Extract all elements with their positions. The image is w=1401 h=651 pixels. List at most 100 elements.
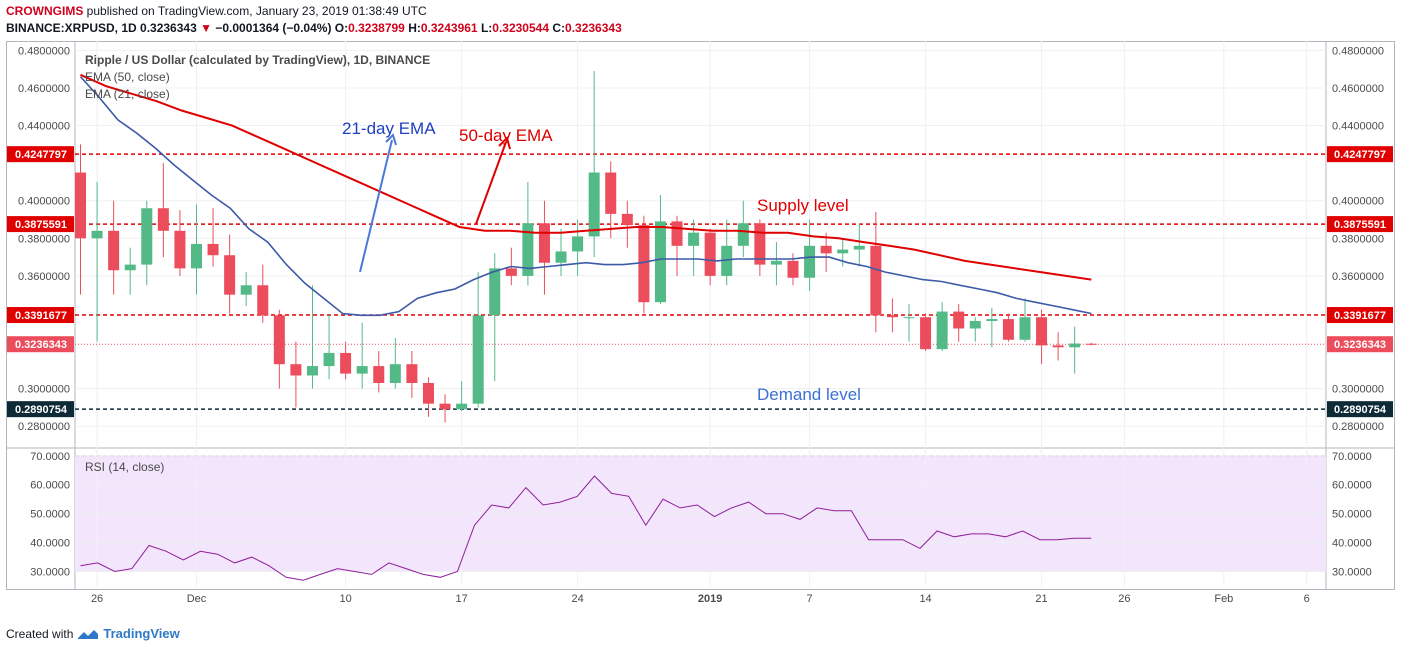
rsi-tick-right: 40.0000 [1332,538,1372,550]
candle-body [770,260,782,265]
candle [356,322,368,389]
candle [489,253,501,382]
rsi-tick-right: 30.0000 [1332,567,1372,579]
rsi-tick-left: 70.0000 [30,451,70,463]
candle-body [886,315,898,318]
candle [340,341,352,380]
candle [75,144,86,295]
candle [306,285,318,389]
rsi-legend: RSI (14, close) [85,460,164,474]
candles [75,71,1097,423]
candle-body [1085,343,1097,345]
time-tick: 17 [455,593,467,605]
candle [290,341,302,408]
price-tick-left: 0.4600000 [18,83,70,95]
time-tick: Feb [1214,593,1233,605]
candle [721,219,733,286]
candle [439,394,451,423]
candle-body [737,223,749,246]
ema50-arrowhead [498,136,511,150]
candle-body [505,268,517,276]
candle [870,211,882,333]
candle-body [306,366,318,376]
created-with-label: Created with [6,626,74,641]
candle-body [804,245,816,278]
ema21-line [79,76,1092,317]
candle [654,195,666,305]
down-arrow-icon: ▼ [200,21,212,35]
price-chart[interactable]: 0.4800000 0.4800000 0.4600000 0.4600000 0.44… [0,36,1401,620]
footer: Created with TradingView [6,626,180,641]
candle-body [190,243,202,269]
candle [903,304,915,342]
rsi-tick-left: 60.0000 [30,480,70,492]
candle-body [572,236,584,252]
price-tick-left: 0.4400000 [18,121,70,133]
author-name[interactable]: CROWNGIMS [6,4,84,18]
price-tick-right: 0.3800000 [1332,233,1384,245]
candle-body [91,230,103,239]
price-tick-right: 0.4000000 [1332,196,1384,208]
time-tick: 26 [91,593,103,605]
candle-body [837,249,849,254]
candle [853,223,865,267]
level-label-left-bg [7,401,74,418]
candle-body [1019,317,1031,340]
candle-body [174,230,186,269]
supply-annotation: Supply level [757,196,849,215]
ema50-annotation: 50-day EMA [459,126,553,145]
candle-body [820,245,832,254]
time-tick: 7 [807,593,813,605]
candle [422,377,434,417]
candle-body [373,366,385,383]
candle-body [157,208,169,231]
price-tick-left: 0.3000000 [18,384,70,396]
candle-body [638,225,650,303]
level-label-left: 0.2890754 [15,404,68,416]
level-label-right: 0.3391677 [1334,310,1386,322]
time-tick: Dec [187,593,207,605]
candle [605,161,617,239]
time-tick: 6 [1304,593,1310,605]
time-tick: 2019 [698,593,722,605]
rsi-tick-left: 50.0000 [30,509,70,521]
demand-annotation: Demand level [757,385,861,404]
level-label-right-bg [1327,336,1393,353]
rsi-line [80,475,1092,581]
rsi-tick-right: 50.0000 [1332,509,1372,521]
candle [688,219,700,276]
candle-body [389,364,401,383]
time-tick: 14 [919,593,931,605]
candle [1085,342,1097,346]
candle [323,315,335,380]
candle [953,304,965,342]
candle [737,200,749,258]
rsi-tick-left: 30.0000 [30,567,70,579]
candle-body [1069,343,1081,348]
candle-body [340,352,352,374]
candle-body [936,311,948,350]
last-price: 0.3236343 [140,21,197,35]
candle-body [323,352,335,367]
candle-body [605,172,617,214]
publish-date: published on TradingView.com, January 23… [86,4,427,18]
price-tick-right: 0.4400000 [1332,121,1384,133]
open-value: 0.3238799 [348,21,405,35]
tradingview-brand[interactable]: TradingView [103,626,180,641]
candle [522,181,534,286]
candle [770,242,782,286]
level-label-left-bg [7,336,74,353]
time-tick: 10 [339,593,351,605]
ema50-arrow [475,141,507,225]
level-label-right-bg [1327,307,1393,324]
candle-body [953,311,965,329]
rsi-tick-left: 40.0000 [30,538,70,550]
candle-body [356,366,368,374]
level-label-left: 0.4247797 [15,149,67,161]
candle [754,219,766,276]
candle [986,307,998,348]
candle-body [456,403,468,410]
candle-body [224,255,236,295]
candle-body [124,264,136,271]
candle [969,317,981,342]
